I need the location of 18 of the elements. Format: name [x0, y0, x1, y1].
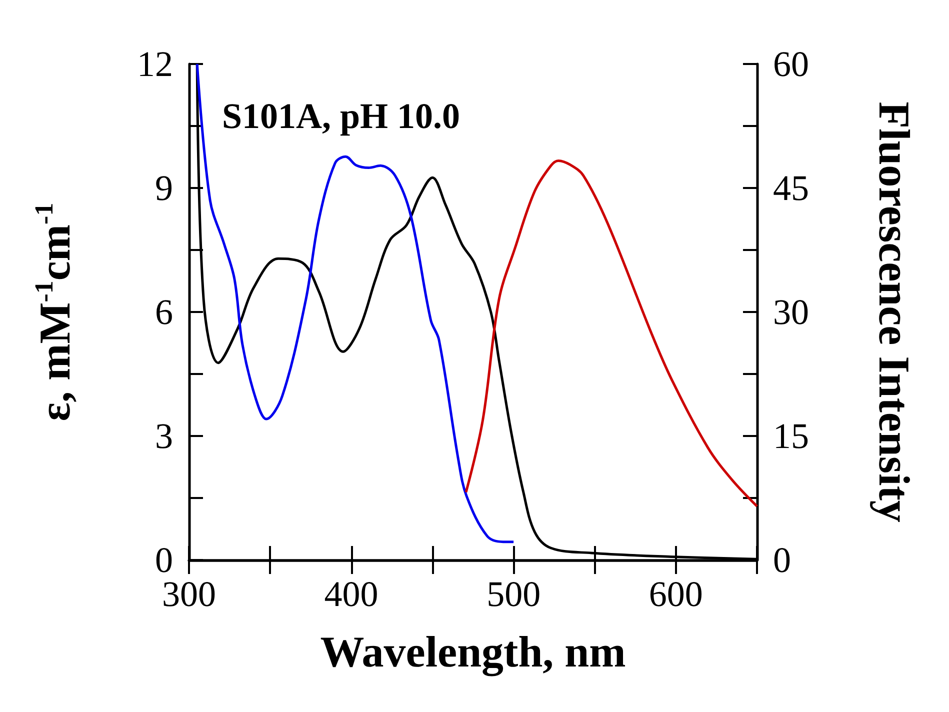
y-tick-label: 9	[155, 168, 173, 208]
annotation: S101A, pH 10.0	[222, 96, 460, 136]
y2-tick-label: 45	[773, 168, 809, 208]
y-tick-label: 6	[155, 292, 173, 332]
x-tick-label: 600	[648, 574, 703, 614]
x-tick-label: 500	[486, 574, 541, 614]
y2-tick-label: 60	[773, 44, 809, 84]
y2-tick-label: 15	[773, 416, 809, 456]
x-axis-title: Wavelength, nm	[320, 628, 626, 676]
line-series	[196, 62, 515, 544]
y-axis-title: ε, mM-1cm-1	[30, 202, 80, 422]
x-tick-label: 400	[324, 574, 378, 614]
y2-axis-title: Fluorescence Intensity	[870, 102, 918, 522]
y2-tick-label: 30	[773, 292, 809, 332]
y2-tick-label: 0	[773, 540, 791, 580]
y-tick-label: 3	[155, 416, 173, 456]
line-series	[464, 159, 758, 508]
y-tick-label: 12	[137, 44, 173, 84]
